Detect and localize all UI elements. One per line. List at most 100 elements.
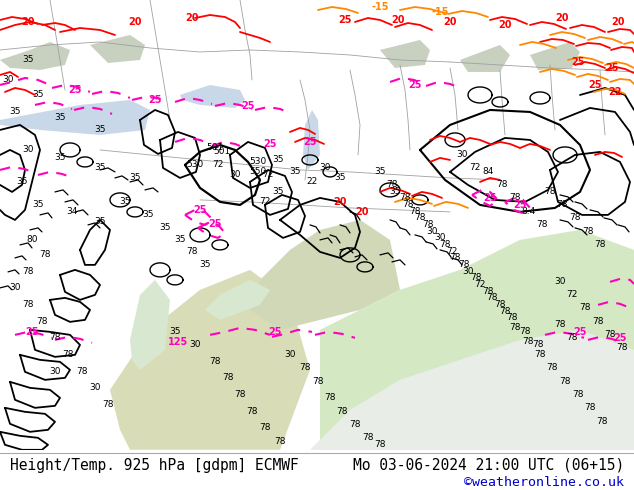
Text: 25: 25 (193, 205, 207, 215)
Text: 78: 78 (414, 214, 426, 222)
Polygon shape (0, 42, 70, 70)
Text: 25: 25 (242, 101, 255, 111)
Text: 78: 78 (519, 327, 531, 336)
Text: 35: 35 (389, 187, 401, 196)
Polygon shape (205, 280, 270, 320)
Text: 20: 20 (443, 17, 456, 27)
Text: Height/Temp. 925 hPa [gdpm] ECMWF: Height/Temp. 925 hPa [gdpm] ECMWF (10, 458, 298, 472)
Text: 25: 25 (25, 327, 39, 337)
Text: 78: 78 (592, 318, 604, 326)
Text: 78: 78 (554, 320, 566, 329)
Text: 35: 35 (289, 168, 301, 176)
Text: 78: 78 (223, 373, 234, 382)
Text: 8.4: 8.4 (521, 207, 535, 217)
Text: 30: 30 (89, 383, 101, 392)
Text: 20: 20 (128, 17, 142, 27)
Text: 80: 80 (26, 235, 38, 245)
Text: 78: 78 (470, 273, 482, 282)
Text: 78: 78 (336, 407, 348, 416)
Text: 35: 35 (159, 223, 171, 232)
Text: 30: 30 (320, 164, 331, 172)
Text: 25: 25 (573, 327, 586, 337)
Text: 22: 22 (608, 87, 622, 97)
Text: 30: 30 (554, 277, 566, 286)
Text: 530: 530 (249, 157, 267, 167)
Text: 78: 78 (275, 437, 286, 446)
Text: 25: 25 (268, 327, 281, 337)
Text: 78: 78 (582, 227, 594, 236)
Text: 20: 20 (185, 13, 198, 23)
Text: 78: 78 (76, 368, 87, 376)
Text: 35: 35 (55, 114, 66, 122)
Text: 78: 78 (509, 323, 521, 332)
Text: 30: 30 (456, 150, 468, 159)
Text: 25: 25 (613, 333, 627, 343)
Text: 78: 78 (439, 241, 451, 249)
Polygon shape (130, 280, 170, 370)
Text: 78: 78 (579, 303, 591, 313)
Polygon shape (90, 35, 145, 63)
Text: 78: 78 (536, 220, 548, 229)
Text: 35: 35 (32, 200, 44, 209)
Text: 20: 20 (555, 13, 569, 23)
Text: 20: 20 (355, 207, 369, 217)
Text: 78: 78 (402, 200, 414, 209)
Text: 20: 20 (498, 20, 512, 30)
Text: 78: 78 (49, 333, 61, 343)
Polygon shape (180, 85, 245, 108)
Text: 78: 78 (62, 350, 74, 359)
Text: 35: 35 (16, 177, 28, 186)
Text: 35: 35 (55, 153, 66, 163)
Text: 78: 78 (324, 393, 336, 402)
Text: 35: 35 (272, 187, 284, 196)
Text: 72: 72 (259, 197, 271, 206)
Text: 72: 72 (469, 164, 481, 172)
Text: 125: 125 (168, 337, 188, 347)
Text: 78: 78 (566, 333, 578, 343)
Text: 78: 78 (374, 441, 385, 449)
Text: 78: 78 (556, 200, 568, 209)
Text: 78: 78 (422, 220, 434, 229)
Text: 30: 30 (22, 146, 34, 154)
Text: 78: 78 (573, 391, 584, 399)
Text: 35: 35 (174, 235, 186, 245)
Text: 35: 35 (94, 164, 106, 172)
Text: 78: 78 (604, 330, 616, 340)
Polygon shape (303, 110, 320, 170)
Text: 78: 78 (547, 364, 558, 372)
Text: 25: 25 (408, 80, 422, 90)
Text: 35: 35 (94, 218, 106, 226)
Text: 78: 78 (39, 250, 51, 259)
Text: -15: -15 (372, 2, 389, 12)
Text: 78: 78 (509, 194, 521, 202)
Text: 78: 78 (22, 300, 34, 309)
Text: 78: 78 (616, 343, 628, 352)
Text: 78: 78 (496, 180, 508, 190)
Text: 25: 25 (148, 95, 162, 105)
Text: 78: 78 (533, 341, 544, 349)
Text: 25: 25 (605, 63, 619, 73)
Polygon shape (460, 45, 510, 72)
Text: 78: 78 (499, 307, 511, 317)
Text: 30: 30 (190, 341, 201, 349)
Text: 20: 20 (611, 17, 624, 27)
Text: 20: 20 (22, 17, 35, 27)
Text: 78: 78 (22, 268, 34, 276)
Text: 35: 35 (94, 125, 106, 134)
Text: 78: 78 (569, 214, 581, 222)
Text: 530: 530 (186, 160, 204, 170)
Text: 78: 78 (486, 294, 498, 302)
Text: 35: 35 (169, 327, 181, 336)
Text: 78: 78 (399, 194, 411, 202)
Text: 35: 35 (22, 55, 34, 65)
Polygon shape (110, 270, 310, 450)
Text: 35: 35 (272, 155, 284, 165)
Text: 78: 78 (482, 287, 494, 296)
Text: 25: 25 (303, 137, 317, 147)
Text: 78: 78 (386, 180, 398, 190)
Text: 78: 78 (596, 417, 608, 426)
Text: 72: 72 (212, 160, 224, 170)
Text: 78: 78 (299, 364, 311, 372)
Text: 78: 78 (559, 377, 571, 386)
Polygon shape (380, 40, 430, 68)
